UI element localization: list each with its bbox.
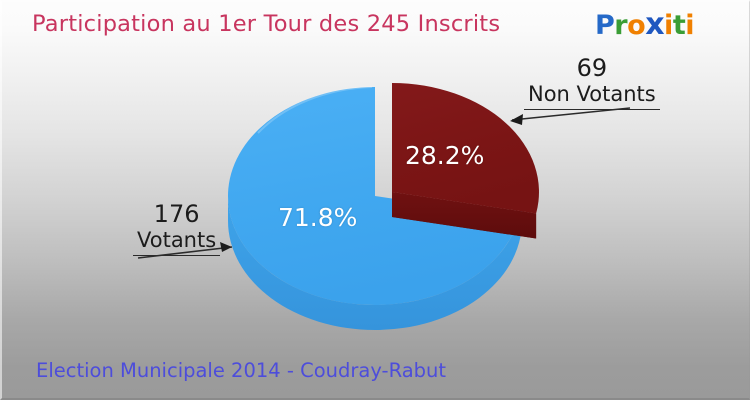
callout-votants: 176 Votants: [133, 200, 221, 257]
callout-non-votants-count: 69: [576, 54, 608, 82]
pie-slice-non-votants[interactable]: [392, 83, 539, 239]
chart-caption: Election Municipale 2014 - Coudray-Rabut: [36, 359, 447, 382]
pie-slice-votants-highlight: [257, 86, 373, 134]
leader-arrow-votants: [220, 242, 232, 252]
callout-non-votants-label: Non Votants: [524, 82, 660, 111]
slice-percent-votants: 71.8%: [278, 203, 358, 232]
pie-slice-non-votants-top: [392, 83, 539, 214]
pie-slice-non-votants-front-wall: [392, 192, 537, 239]
proxiti-logo: Proxiti: [595, 7, 694, 42]
page-title: Participation au 1er Tour des 245 Inscri…: [32, 11, 501, 37]
logo-letter-x: x: [645, 7, 665, 42]
callout-leader-votants: [137, 242, 233, 259]
pie-slice-votants[interactable]: [227, 86, 522, 330]
callout-votants-label: Votants: [133, 228, 221, 257]
logo-letter-i2: i: [685, 10, 694, 41]
callout-leader-non-votants: [510, 107, 631, 125]
callout-votants-count: 176: [153, 200, 200, 228]
logo-letter-t: t: [672, 10, 686, 41]
leader-line-votants: [137, 246, 233, 259]
pie-slice-votants-depth: [228, 196, 522, 330]
logo-letter-o: o: [627, 10, 646, 41]
callout-non-votants: 69 Non Votants: [524, 54, 660, 111]
leader-arrow-non-votants: [510, 114, 523, 125]
logo-letter-i1: i: [664, 10, 673, 41]
logo-letter-r: r: [614, 10, 628, 41]
slice-percent-non-votants: 28.2%: [405, 141, 485, 170]
logo-letter-p: P: [595, 10, 615, 41]
pie-slice-votants-top: [227, 87, 520, 305]
